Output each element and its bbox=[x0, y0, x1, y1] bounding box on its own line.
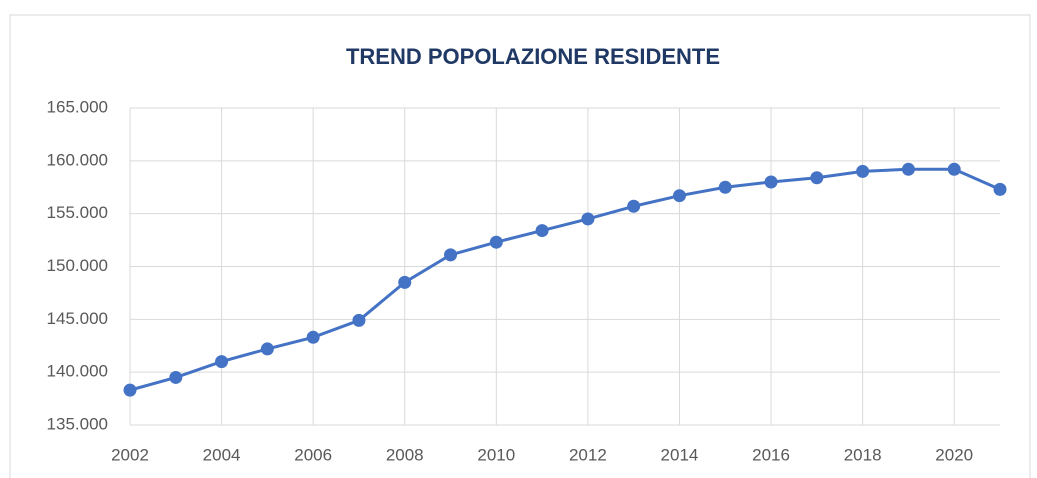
y-tick-label: 155.000 bbox=[47, 203, 108, 222]
data-point bbox=[535, 224, 549, 238]
y-tick-label: 145.000 bbox=[47, 309, 108, 328]
data-point bbox=[810, 171, 824, 185]
y-tick-label: 165.000 bbox=[47, 97, 108, 116]
x-tick-label: 2018 bbox=[844, 445, 882, 464]
y-tick-label: 140.000 bbox=[47, 362, 108, 381]
data-point bbox=[352, 313, 366, 327]
data-point bbox=[901, 162, 915, 176]
data-point bbox=[856, 164, 870, 178]
data-point bbox=[672, 189, 686, 203]
data-point bbox=[398, 275, 412, 289]
data-point bbox=[215, 355, 229, 369]
chart-title: TREND POPOLAZIONE RESIDENTE bbox=[346, 44, 720, 69]
data-point bbox=[993, 182, 1007, 196]
data-point bbox=[169, 370, 183, 384]
data-point bbox=[306, 330, 320, 344]
x-tick-label: 2004 bbox=[203, 445, 241, 464]
y-tick-label: 150.000 bbox=[47, 256, 108, 275]
data-point bbox=[764, 175, 778, 189]
y-tick-label: 135.000 bbox=[47, 414, 108, 433]
data-point bbox=[627, 199, 641, 213]
data-point bbox=[444, 248, 458, 262]
data-point bbox=[718, 180, 732, 194]
x-tick-label: 2010 bbox=[477, 445, 515, 464]
data-point bbox=[123, 383, 137, 397]
x-tick-label: 2002 bbox=[111, 445, 149, 464]
x-tick-label: 2014 bbox=[661, 445, 699, 464]
series-line bbox=[129, 167, 1001, 392]
data-point bbox=[489, 235, 503, 249]
x-tick-label: 2012 bbox=[569, 445, 607, 464]
x-tick-label: 2020 bbox=[935, 445, 973, 464]
data-point bbox=[260, 342, 274, 356]
data-point bbox=[581, 212, 595, 226]
chart-frame bbox=[9, 14, 1031, 478]
x-tick-label: 2006 bbox=[294, 445, 332, 464]
x-tick-label: 2016 bbox=[752, 445, 790, 464]
y-tick-label: 160.000 bbox=[47, 150, 108, 169]
data-point bbox=[947, 162, 961, 176]
x-tick-label: 2008 bbox=[386, 445, 424, 464]
